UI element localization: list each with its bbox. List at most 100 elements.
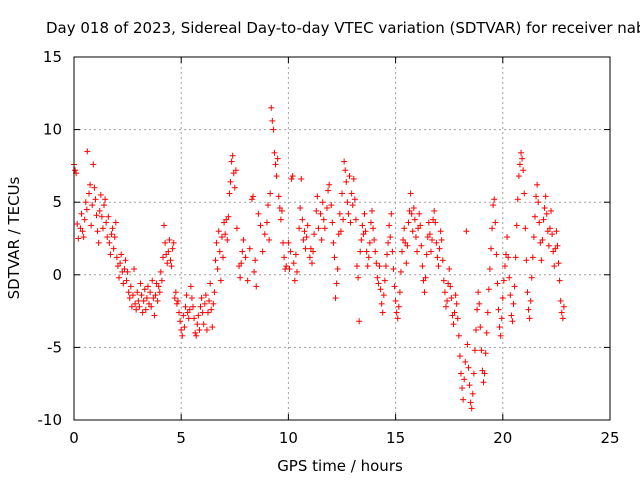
data-point bbox=[171, 295, 178, 302]
data-point bbox=[97, 191, 104, 198]
data-point bbox=[217, 277, 224, 284]
data-point bbox=[186, 306, 193, 313]
data-point bbox=[187, 283, 194, 290]
data-point bbox=[120, 280, 127, 287]
data-point bbox=[298, 175, 305, 182]
data-point bbox=[226, 190, 233, 197]
data-point bbox=[425, 219, 432, 226]
data-point bbox=[542, 193, 549, 200]
data-point bbox=[263, 219, 270, 226]
data-point bbox=[439, 257, 446, 264]
data-point bbox=[297, 205, 304, 212]
data-point bbox=[208, 306, 215, 313]
data-point bbox=[347, 219, 354, 226]
data-point bbox=[154, 297, 161, 304]
data-point bbox=[267, 190, 274, 197]
data-point bbox=[352, 216, 359, 223]
data-point bbox=[246, 245, 253, 252]
data-point bbox=[333, 280, 340, 287]
data-point bbox=[346, 173, 353, 180]
data-point bbox=[98, 213, 105, 220]
data-point bbox=[151, 312, 158, 319]
data-point bbox=[308, 260, 315, 267]
data-point bbox=[181, 324, 188, 331]
data-point bbox=[293, 268, 300, 275]
data-point bbox=[252, 257, 259, 264]
data-point bbox=[314, 193, 321, 200]
data-point bbox=[127, 283, 134, 290]
data-point bbox=[161, 222, 168, 229]
data-point bbox=[477, 324, 484, 331]
data-point bbox=[300, 236, 307, 243]
y-tick-label: -5 bbox=[47, 338, 62, 356]
data-point bbox=[152, 292, 159, 299]
data-point bbox=[331, 254, 338, 261]
data-point bbox=[117, 260, 124, 267]
data-point bbox=[270, 126, 277, 133]
data-point bbox=[484, 309, 491, 316]
data-point bbox=[313, 207, 320, 214]
data-point bbox=[318, 236, 325, 243]
data-point bbox=[414, 248, 421, 255]
data-point bbox=[107, 251, 114, 258]
data-point bbox=[395, 303, 402, 310]
data-point bbox=[363, 248, 370, 255]
data-point bbox=[351, 196, 358, 203]
data-point bbox=[110, 245, 117, 252]
data-point bbox=[541, 205, 548, 212]
data-point bbox=[147, 289, 154, 296]
data-point bbox=[411, 216, 418, 223]
data-point bbox=[380, 292, 387, 299]
data-point bbox=[350, 175, 357, 182]
data-point bbox=[367, 219, 374, 226]
data-point bbox=[303, 234, 310, 241]
data-point bbox=[440, 277, 447, 284]
data-point bbox=[505, 254, 512, 261]
data-point bbox=[557, 297, 564, 304]
y-tick-label: -10 bbox=[38, 411, 63, 429]
data-point bbox=[89, 202, 96, 209]
data-point bbox=[288, 175, 295, 182]
data-point bbox=[283, 263, 290, 270]
data-point bbox=[508, 312, 515, 319]
data-point bbox=[448, 295, 455, 302]
data-point bbox=[336, 210, 343, 217]
data-point bbox=[516, 161, 523, 168]
data-point bbox=[142, 306, 149, 313]
data-point bbox=[272, 161, 279, 168]
grid bbox=[74, 57, 610, 420]
data-point bbox=[289, 173, 296, 180]
data-point bbox=[340, 216, 347, 223]
data-point bbox=[497, 332, 504, 339]
data-point bbox=[269, 117, 276, 124]
data-point bbox=[474, 306, 481, 313]
data-point bbox=[134, 289, 141, 296]
data-point bbox=[488, 245, 495, 252]
data-point bbox=[372, 248, 379, 255]
data-point bbox=[432, 219, 439, 226]
data-point bbox=[435, 263, 442, 270]
data-point bbox=[349, 202, 356, 209]
data-point bbox=[387, 234, 394, 241]
data-point bbox=[72, 167, 79, 174]
data-point bbox=[79, 228, 86, 235]
data-point bbox=[546, 225, 553, 232]
data-point bbox=[96, 207, 103, 214]
data-point bbox=[510, 300, 517, 307]
data-point bbox=[172, 289, 179, 296]
data-point bbox=[442, 303, 449, 310]
data-point bbox=[149, 277, 156, 284]
data-point bbox=[144, 283, 151, 290]
data-point bbox=[218, 234, 225, 241]
data-point bbox=[536, 219, 543, 226]
data-point bbox=[182, 303, 189, 310]
data-point bbox=[374, 274, 381, 281]
data-point bbox=[180, 312, 187, 319]
x-tick-label: 25 bbox=[600, 429, 619, 447]
data-point bbox=[138, 292, 145, 299]
data-point bbox=[84, 148, 91, 155]
data-point bbox=[444, 297, 451, 304]
data-point bbox=[136, 303, 143, 310]
data-point bbox=[133, 306, 140, 313]
